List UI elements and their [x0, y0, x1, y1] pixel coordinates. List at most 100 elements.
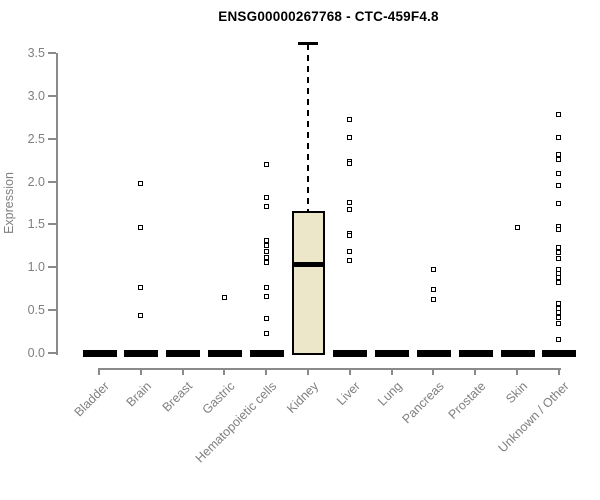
outlier-point — [263, 161, 269, 167]
x-category-label-text: Lung — [374, 379, 405, 409]
x-category-label-text: Brain — [123, 379, 154, 410]
outlier-point — [263, 194, 269, 200]
outlier-point — [263, 284, 269, 290]
y-tick-label: 1.0 — [27, 260, 45, 275]
x-tick — [223, 368, 226, 375]
outlier-point — [347, 207, 353, 213]
outlier-point — [556, 300, 562, 306]
y-tick-label: 2.0 — [27, 174, 45, 189]
outlier-point — [556, 171, 562, 177]
outlier-point — [556, 314, 562, 320]
x-tick — [348, 368, 351, 375]
x-tick — [432, 368, 435, 375]
outlier-point — [263, 330, 269, 336]
outlier-point — [430, 287, 436, 293]
y-tick — [48, 137, 56, 140]
outlier-point — [556, 280, 562, 286]
x-tick — [181, 368, 184, 375]
x-tick — [265, 368, 268, 375]
x-tick — [307, 368, 309, 375]
outlier-point — [347, 134, 353, 140]
x-tick — [390, 368, 393, 375]
y-tick — [48, 180, 56, 183]
outlier-point — [556, 182, 562, 188]
outlier-point — [263, 254, 269, 260]
outlier-point — [556, 320, 562, 326]
outlier-point — [430, 297, 436, 303]
outlier-point — [430, 266, 436, 272]
collapsed-box — [166, 350, 201, 357]
outlier-point — [556, 227, 562, 233]
collapsed-box — [542, 350, 577, 357]
outlier-point — [263, 293, 269, 299]
collapsed-box — [207, 350, 242, 357]
y-tick-label: 3.0 — [27, 88, 45, 103]
median-line — [291, 262, 325, 268]
outlier-point — [556, 151, 562, 157]
collapsed-box — [416, 350, 451, 357]
outlier-point — [347, 117, 353, 123]
outlier-point — [138, 312, 144, 318]
outlier-point — [347, 257, 353, 263]
collapsed-box — [124, 350, 159, 357]
outlier-point — [138, 180, 144, 186]
x-category-label-text: Unknown / Other — [495, 379, 572, 456]
x-tick — [98, 368, 100, 375]
x-category-label-text: Breast — [160, 379, 196, 415]
collapsed-box — [82, 350, 117, 357]
x-category-label-text: Prostate — [445, 379, 489, 422]
x-category-label-text: Hematopoietic cells — [192, 379, 280, 466]
outlier-point — [347, 249, 353, 255]
outlier-point — [263, 316, 269, 322]
outlier-point — [556, 245, 562, 251]
collapsed-box — [458, 350, 493, 357]
x-tick — [139, 368, 142, 375]
y-tick — [48, 266, 56, 269]
outlier-point — [263, 203, 269, 209]
outlier-point — [556, 336, 562, 342]
x-tick — [474, 368, 477, 375]
y-tick-label: 0.5 — [27, 303, 45, 318]
x-category-label-text: Kidney — [283, 379, 321, 416]
y-tick-label: 0.0 — [27, 346, 45, 360]
outlier-point — [556, 135, 562, 141]
y-tick — [48, 309, 56, 312]
y-tick — [48, 94, 56, 97]
outlier-point — [556, 275, 562, 281]
x-category-label-text: Gastric — [199, 379, 238, 417]
x-axis-line — [99, 368, 561, 370]
y-axis-line — [56, 53, 58, 355]
x-tick — [516, 368, 518, 375]
outlier-point — [347, 233, 353, 239]
outlier-point — [514, 224, 520, 230]
outlier-point — [263, 243, 269, 249]
outlier-point — [347, 161, 353, 167]
outlier-point — [556, 156, 562, 162]
x-category-label-text: Bladder — [71, 379, 112, 420]
y-tick-label: 1.5 — [27, 217, 45, 232]
outlier-point — [556, 256, 562, 262]
x-category-label-text: Pancreas — [399, 379, 447, 427]
collapsed-box — [500, 350, 535, 357]
y-tick-label: 3.5 — [27, 46, 45, 60]
outlier-point — [221, 294, 227, 300]
x-category-label-text: Skin — [502, 379, 530, 407]
outlier-point — [556, 250, 562, 256]
outlier-point — [263, 238, 269, 244]
x-category-label-text: Liver — [333, 379, 363, 409]
y-tick — [48, 223, 56, 226]
outlier-point — [263, 248, 269, 254]
outlier-point — [347, 199, 353, 205]
y-tick — [48, 352, 56, 354]
y-tick-label: 2.5 — [27, 131, 45, 146]
x-tick — [557, 368, 560, 375]
outlier-point — [263, 259, 269, 265]
upper-whisker — [307, 43, 309, 211]
y-tick — [48, 52, 56, 54]
upper-whisker-cap — [298, 41, 318, 45]
box-iqr — [291, 210, 325, 355]
outlier-point — [556, 201, 562, 207]
collapsed-box — [333, 350, 368, 357]
outlier-point — [138, 225, 144, 231]
